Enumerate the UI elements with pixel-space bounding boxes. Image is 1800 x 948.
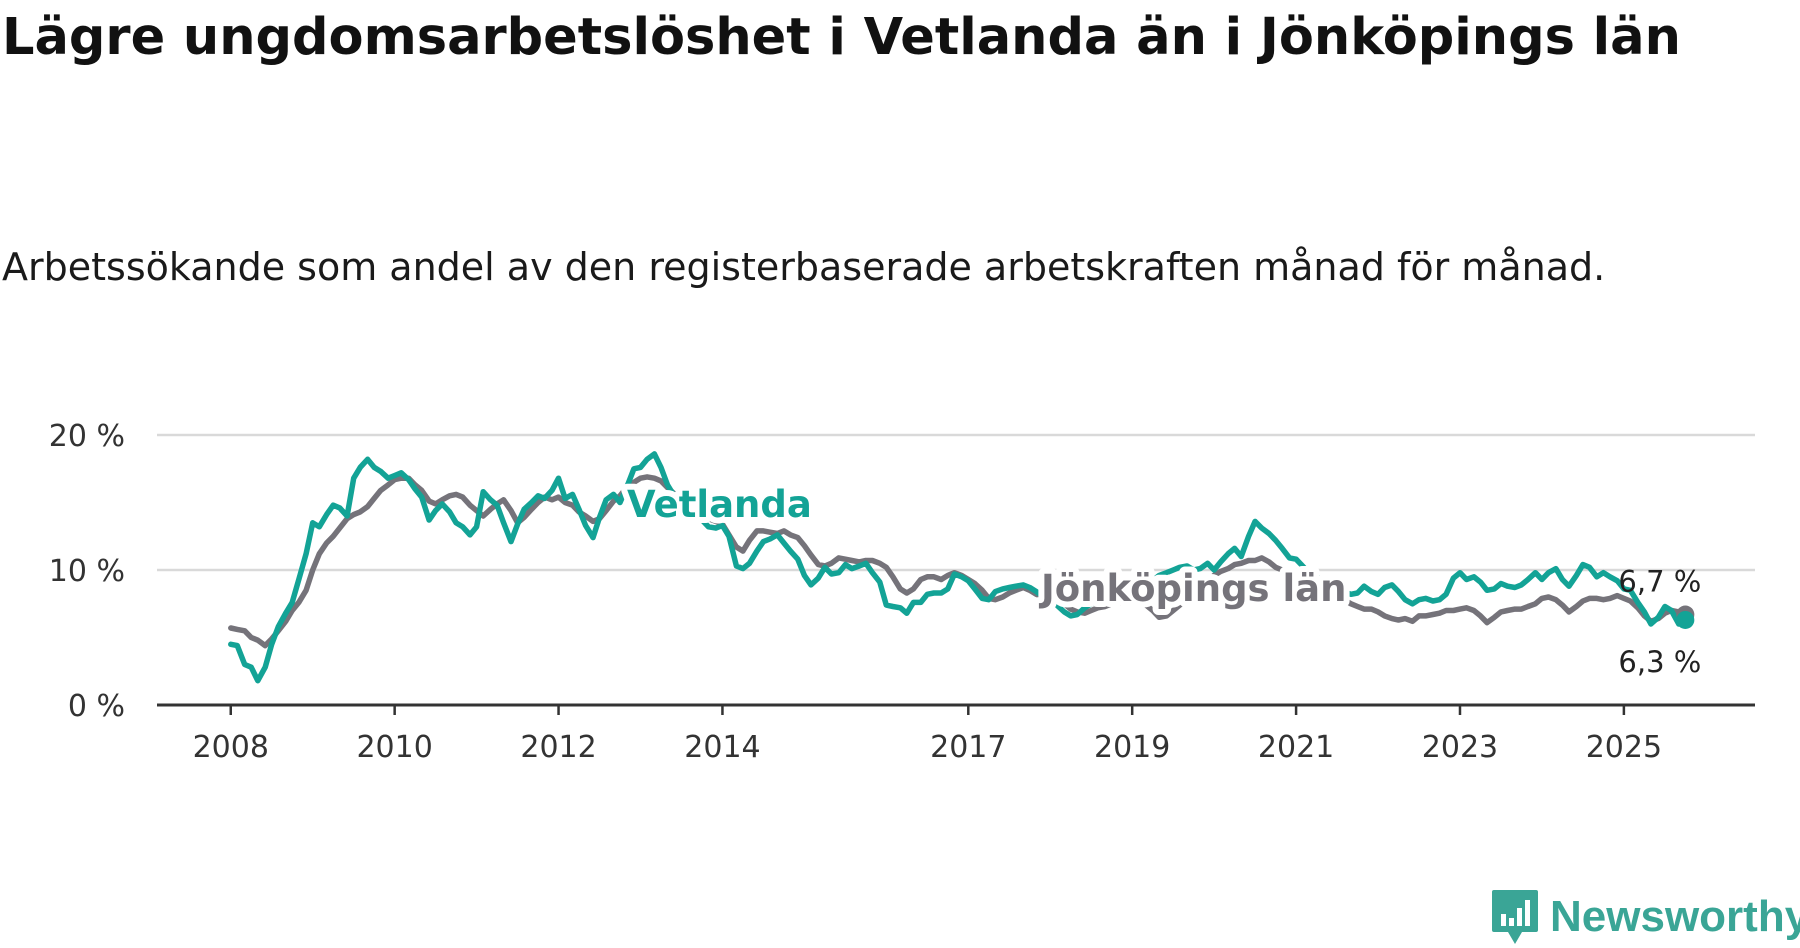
y-tick-label: 20 % — [49, 419, 125, 454]
series-label-halo-vetlanda: Vetlanda — [627, 483, 812, 526]
chart-subtitle: Arbetssökande som andel av den registerb… — [2, 245, 1606, 289]
x-tick-label: 2014 — [684, 730, 760, 765]
series-label-vetlanda: Vetlanda — [627, 483, 812, 526]
series-label-jonkoping: Jönköpings län — [1038, 567, 1346, 610]
x-tick-label: 2008 — [193, 730, 269, 765]
x-tick-label: 2023 — [1422, 730, 1498, 765]
y-tick-label: 10 % — [49, 554, 125, 589]
label-layer: 0 % 10 % 20 % 2008 2010 2012 2014 2017 2019 2021 2… — [49, 419, 1702, 765]
page-title: Lägre ungdomsarbetslöshet i Vetlanda än … — [2, 8, 1681, 67]
end-label-jonkoping: 6,7 % — [1618, 565, 1701, 599]
end-label-vetlanda: 6,3 % — [1618, 645, 1701, 679]
series-line-vetlanda — [228, 451, 1689, 684]
x-tick-label: 2025 — [1586, 730, 1662, 765]
newsworthy-logo-icon — [1492, 890, 1538, 944]
x-tick-label: 2019 — [1094, 730, 1170, 765]
series-line-jonkoping — [228, 474, 1689, 649]
y-tick-label: 0 % — [68, 689, 125, 724]
newsworthy-logo: Newsworthy — [1490, 889, 1800, 945]
end-marker-vetlanda — [1676, 610, 1695, 629]
series-layer — [228, 451, 1695, 684]
grid-layer — [157, 433, 1755, 715]
series-label-halo-jonkoping: Jönköpings län — [1038, 567, 1346, 610]
x-tick-label: 2010 — [356, 730, 432, 765]
x-tick-label: 2017 — [930, 730, 1006, 765]
x-tick-label: 2012 — [520, 730, 596, 765]
newsworthy-logo-text: Newsworthy — [1550, 892, 1800, 941]
x-tick-label: 2021 — [1258, 730, 1334, 765]
